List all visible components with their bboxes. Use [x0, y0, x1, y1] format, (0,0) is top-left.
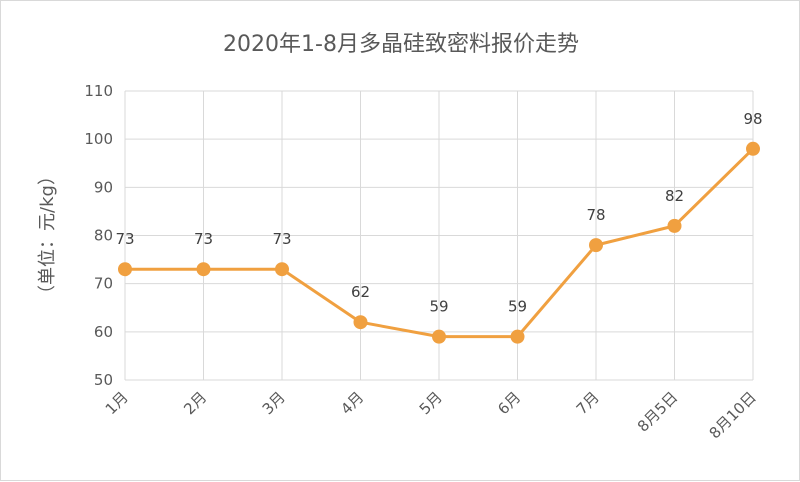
data-label: 73 — [194, 230, 213, 248]
data-label: 62 — [351, 283, 370, 301]
data-point — [275, 262, 289, 277]
y-tick-label: 70 — [94, 275, 113, 293]
x-tick-label: 4月 — [337, 388, 367, 418]
data-point — [353, 315, 368, 330]
x-tick-label: 5月 — [416, 388, 446, 418]
data-point — [746, 141, 760, 156]
data-label: 59 — [508, 298, 527, 316]
y-axis-label: （单位：元/kg） — [37, 167, 58, 303]
data-label: 59 — [429, 298, 448, 316]
y-tick-label: 100 — [84, 130, 113, 148]
data-point — [432, 329, 446, 344]
data-label: 73 — [115, 230, 134, 248]
x-tick-label: 3月 — [259, 388, 289, 418]
chart-title: 2020年1-8月多晶硅致密料报价走势 — [223, 32, 579, 57]
data-point — [196, 262, 211, 277]
data-point — [510, 329, 525, 344]
data-label: 78 — [586, 206, 605, 224]
y-tick-label: 80 — [94, 227, 113, 245]
data-label: 73 — [272, 230, 291, 248]
data-point — [118, 262, 132, 277]
x-tick-label: 7月 — [573, 388, 603, 418]
data-label: 82 — [665, 187, 684, 205]
x-tick-label: 8月5日 — [634, 388, 681, 435]
y-tick-label: 110 — [84, 82, 113, 100]
x-tick-label: 2月 — [180, 388, 210, 418]
x-tick-label: 6月 — [494, 388, 524, 418]
y-tick-label: 60 — [94, 323, 113, 341]
y-tick-label: 90 — [94, 178, 113, 196]
data-point — [589, 238, 603, 253]
x-tick-label: 1月 — [102, 388, 132, 418]
data-point — [667, 218, 682, 233]
y-tick-label: 50 — [94, 371, 113, 389]
x-tick-label: 8月10日 — [706, 388, 760, 442]
data-label: 98 — [743, 110, 762, 128]
